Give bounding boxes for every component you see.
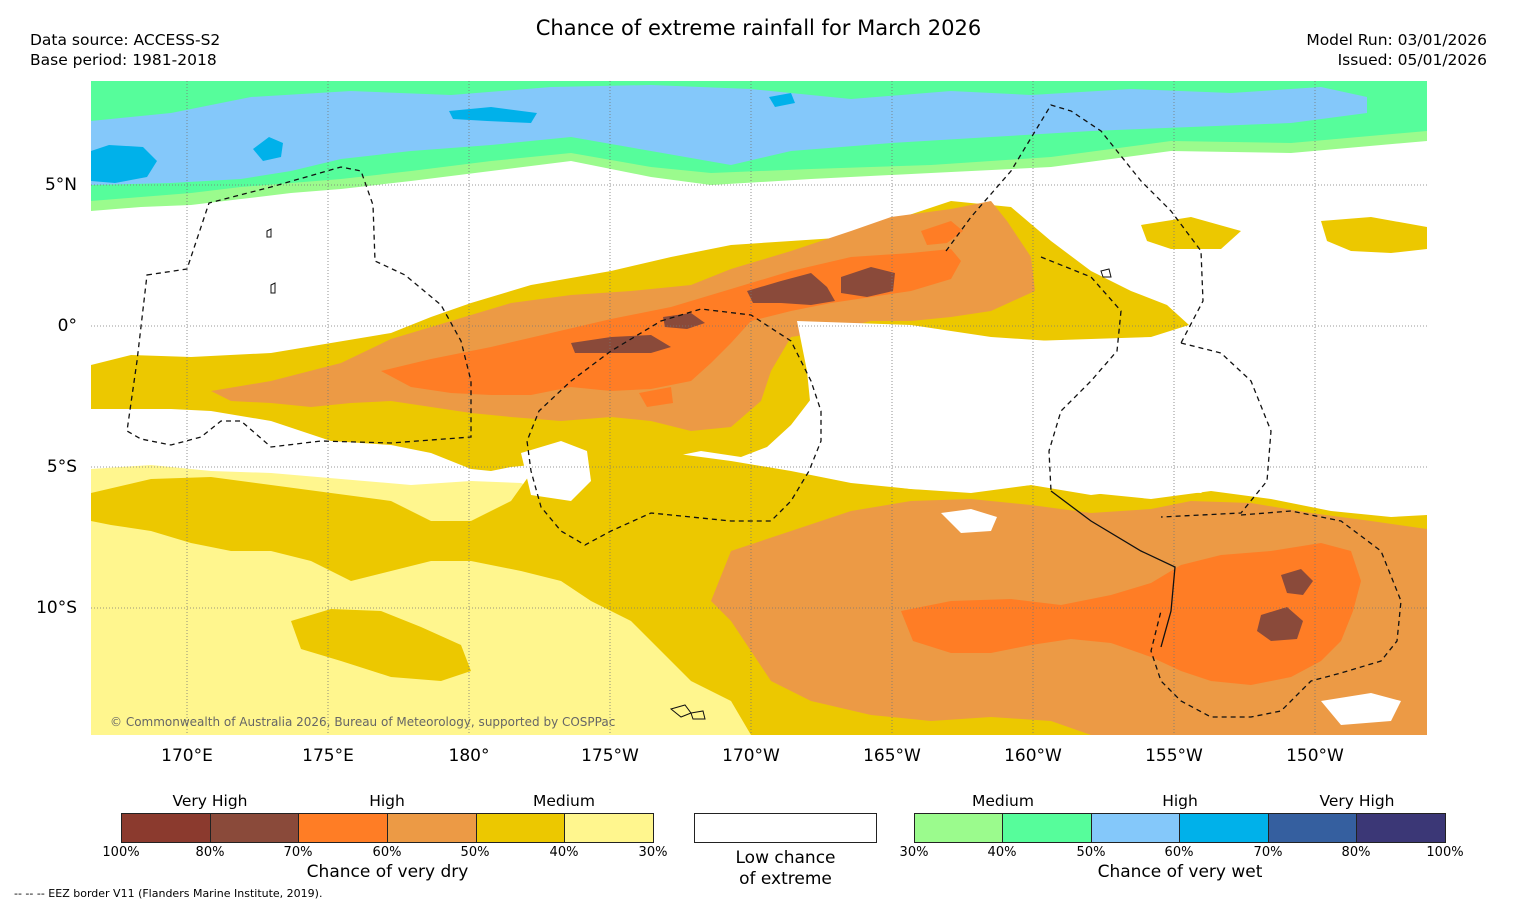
map-title: Chance of extreme rainfall for March 202…	[535, 16, 982, 40]
islands	[266, 228, 1112, 720]
lat-label-5n: 5°N	[44, 175, 77, 195]
dry-90-80-region	[747, 273, 835, 305]
map-canvas	[91, 81, 1427, 735]
legend-wet-swatch-80-100	[1357, 814, 1445, 842]
legend-dry-tick: 40%	[549, 845, 579, 860]
dry-50-40-region	[291, 609, 471, 681]
legend-wet-swatch-40-50	[1003, 814, 1092, 842]
rainfall-map: © Commonwealth of Australia 2026, Bureau…	[91, 81, 1427, 735]
low-chance-region	[797, 321, 1251, 495]
lon-label-180: 180°	[448, 746, 490, 766]
legend-dry-header-high: High	[369, 792, 405, 810]
legend-wet-tick: 60%	[1164, 845, 1194, 860]
legend-dry-swatch-40-30	[565, 814, 653, 842]
legend-dry-header-medium: Medium	[533, 792, 595, 810]
legend-wet-tick: 80%	[1341, 845, 1371, 860]
legend-dry-swatch-70-60	[299, 814, 388, 842]
wet-60-70-region	[769, 93, 795, 107]
dry-90-80-region	[841, 267, 895, 297]
low-chance-region	[941, 509, 997, 533]
low-chance-region	[521, 441, 591, 501]
eez-border-note: -- -- -- EEZ border V11 (Flanders Marine…	[14, 887, 323, 900]
copyright-notice: © Commonwealth of Australia 2026, Bureau…	[110, 715, 616, 729]
legend-wet-tick: 50%	[1076, 845, 1106, 860]
legend-wet-tick: 70%	[1253, 845, 1283, 860]
legend-wet-tick: 100%	[1426, 845, 1464, 860]
lon-label-170e: 170°E	[161, 746, 213, 766]
lon-label-175w: 175°W	[581, 746, 639, 766]
legend-low-chance-swatch	[694, 813, 877, 843]
legend-wet-header-medium: Medium	[972, 792, 1034, 810]
lon-label-155w: 155°W	[1145, 746, 1203, 766]
lat-label-5s: 5°S	[46, 457, 77, 477]
low-chance-region	[1321, 693, 1401, 725]
lon-label-160w: 160°W	[1004, 746, 1062, 766]
legend-low-chance-line1: Low chance	[735, 848, 836, 868]
dry-70-60-region	[639, 387, 673, 407]
legend-dry-title: Chance of very dry	[306, 862, 469, 882]
wet-60-70-region	[253, 137, 283, 161]
legend-dry-tick: 60%	[372, 845, 402, 860]
lon-label-170w: 170°W	[722, 746, 780, 766]
legend-dry-swatch-80-70	[211, 814, 299, 842]
dry-90-80-region	[1281, 569, 1313, 595]
dry-70-60-region	[921, 221, 963, 245]
lon-label-150w: 150°W	[1286, 746, 1344, 766]
wet-60-70-region	[91, 145, 157, 183]
legend-wet-header-high: High	[1162, 792, 1198, 810]
map-grid	[91, 81, 1427, 735]
wet-60-70-region	[449, 107, 537, 123]
dry-50-40-region	[1321, 217, 1427, 253]
legend-wet-title: Chance of very wet	[1097, 862, 1263, 882]
eez-borders	[126, 104, 1402, 718]
legend-wet-swatch-70-80	[1269, 814, 1357, 842]
dry-90-80-region	[571, 335, 671, 353]
lat-label-0: 0°	[57, 316, 77, 336]
lon-label-175e: 175°E	[302, 746, 354, 766]
issued-date: Issued: 05/01/2026	[1337, 51, 1487, 69]
legend-low-chance-line2: of extreme	[739, 869, 832, 889]
dry-90-80-region	[1257, 607, 1303, 641]
dry-50-40-region	[1141, 217, 1241, 249]
lat-label-10s: 10°S	[36, 598, 77, 618]
legend-dry-header-very-high: Very High	[172, 792, 248, 810]
legend-dry-tick: 30%	[638, 845, 668, 860]
legend-wet-swatch-60-70	[1180, 814, 1269, 842]
legend-wet-tick: 40%	[987, 845, 1017, 860]
legend-dry-swatch-100-80	[122, 814, 211, 842]
legend-wet-header-very-high: Very High	[1319, 792, 1395, 810]
legend-wet-swatch-50-60	[1092, 814, 1180, 842]
legend-dry-colorbar	[121, 813, 654, 843]
dry-70-60-region	[901, 543, 1361, 685]
legend-wet-tick: 30%	[899, 845, 929, 860]
legend-dry-swatch-50-40	[477, 814, 565, 842]
legend-wet-swatch-30-40	[915, 814, 1003, 842]
legend-dry-swatch-60-50	[388, 814, 477, 842]
legend-dry-tick: 100%	[102, 845, 140, 860]
lon-label-165w: 165°W	[863, 746, 921, 766]
data-source: Data source: ACCESS-S2	[30, 31, 221, 49]
base-period: Base period: 1981-2018	[30, 51, 217, 69]
model-run: Model Run: 03/01/2026	[1306, 31, 1487, 49]
legend-wet-colorbar	[914, 813, 1446, 843]
eez-solid-border	[1050, 490, 1176, 648]
legend-dry-tick: 70%	[283, 845, 313, 860]
legend-dry-tick: 80%	[195, 845, 225, 860]
legend-dry-tick: 50%	[460, 845, 490, 860]
